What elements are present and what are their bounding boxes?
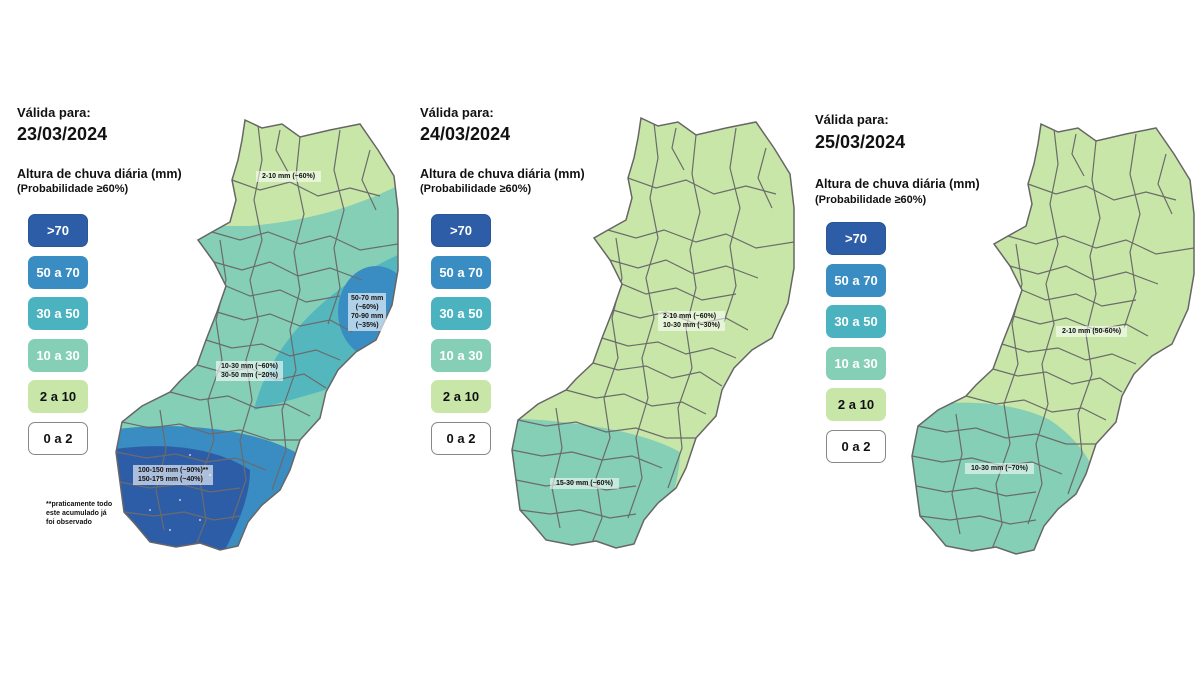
- valid-label: Válida para:: [815, 112, 889, 127]
- legend-title: Altura de chuva diária (mm): [815, 177, 980, 191]
- note-line: 15-30 mm (~60%): [556, 480, 614, 487]
- note-line: 30-50 mm (~20%): [221, 372, 279, 379]
- legend-subtitle: (Probabilidade ≥60%): [815, 194, 927, 206]
- legend-item-gt70: >70: [826, 222, 886, 255]
- legend-item-2-10: 2 a 10: [431, 380, 491, 413]
- forecast-date: 24/03/2024: [420, 124, 511, 144]
- legend-item-50-70: 50 a 70: [28, 255, 88, 289]
- legend-title: Altura de chuva diária (mm): [420, 167, 585, 181]
- map-note: 50-70 mm (~60%) 70-90 mm (~35%): [348, 293, 387, 331]
- legend-item-gt70: >70: [431, 214, 491, 247]
- map-note: 15-30 mm (~60%): [550, 478, 620, 489]
- legend-item-0-2: 0 a 2: [28, 421, 88, 455]
- legend-subtitle: (Probabilidade ≥60%): [17, 183, 129, 195]
- footnote-line: **praticamente todo: [46, 501, 113, 508]
- state-map: [511, 117, 795, 549]
- footnote-line: este acumulado já: [46, 510, 107, 517]
- legend-item-30-50: 30 a 50: [826, 305, 886, 338]
- note-line: 150-175 mm (~40%): [138, 476, 203, 483]
- legend-item-50-70: 50 a 70: [431, 255, 491, 289]
- legend-item-30-50: 30 a 50: [28, 297, 88, 330]
- legend-subtitle: (Probabilidade ≥60%): [420, 183, 532, 195]
- note-line: (~35%): [355, 322, 379, 329]
- legend: >70 50 a 70 30 a 50 10 a 30 2 a 10 0 a 2: [28, 214, 90, 463]
- legend-item-50-70: 50 a 70: [826, 263, 886, 297]
- note-line: 10-30 mm (~70%): [971, 465, 1029, 472]
- valid-label: Válida para:: [420, 105, 494, 120]
- state-map: [115, 119, 399, 551]
- forecast-panel-2: Válida para: 24/03/2024 Altura de chuva …: [400, 0, 800, 675]
- map-note: 2-10 mm (50-60%): [1056, 326, 1128, 337]
- note-line: 10-30 mm (~30%): [663, 322, 721, 329]
- note-line: 2-10 mm (~60%): [663, 313, 717, 320]
- legend-item-gt70: >70: [28, 214, 88, 247]
- map-note: 100-150 mm (~90%)** 150-175 mm (~40%): [133, 465, 214, 485]
- forecast-date: 23/03/2024: [17, 124, 108, 144]
- map-note: 10-30 mm (~70%): [965, 463, 1035, 474]
- note-line: 50-70 mm: [351, 295, 384, 302]
- state-map: [911, 123, 1195, 555]
- legend: >70 50 a 70 30 a 50 10 a 30 2 a 10 0 a 2: [826, 222, 888, 471]
- note-line: 10-30 mm (~60%): [221, 363, 279, 370]
- legend-item-10-30: 10 a 30: [826, 346, 886, 380]
- forecast-panel-3: Válida para: 25/03/2024 Altura de chuva …: [800, 0, 1200, 675]
- map-note: 2-10 mm (~60%): [256, 171, 322, 182]
- legend-item-10-30: 10 a 30: [431, 338, 491, 372]
- note-line: 70-90 mm: [351, 313, 384, 320]
- legend-title: Altura de chuva diária (mm): [17, 167, 182, 181]
- forecast-date: 25/03/2024: [815, 132, 906, 152]
- footnote-line: foi observado: [46, 519, 92, 526]
- map-note: 10-30 mm (~60%) 30-50 mm (~20%): [216, 361, 284, 381]
- note-line: 2-10 mm (50-60%): [1062, 328, 1122, 335]
- note-line: 100-150 mm (~90%)**: [138, 467, 209, 474]
- map-note: 2-10 mm (~60%) 10-30 mm (~30%): [658, 311, 726, 331]
- legend-item-10-30: 10 a 30: [28, 338, 88, 372]
- legend: >70 50 a 70 30 a 50 10 a 30 2 a 10 0 a 2: [431, 214, 493, 463]
- valid-label: Válida para:: [17, 105, 91, 120]
- legend-item-2-10: 2 a 10: [826, 388, 886, 421]
- legend-item-30-50: 30 a 50: [431, 297, 491, 330]
- legend-item-0-2: 0 a 2: [826, 429, 886, 463]
- note-line: (~60%): [355, 304, 379, 311]
- forecast-panel-1: Válida para: 23/03/2024 Altura de chuva …: [0, 0, 400, 675]
- note-line: 2-10 mm (~60%): [262, 173, 316, 180]
- footnote: **praticamente todo este acumulado já fo…: [46, 500, 112, 527]
- legend-item-0-2: 0 a 2: [431, 421, 491, 455]
- legend-item-2-10: 2 a 10: [28, 380, 88, 413]
